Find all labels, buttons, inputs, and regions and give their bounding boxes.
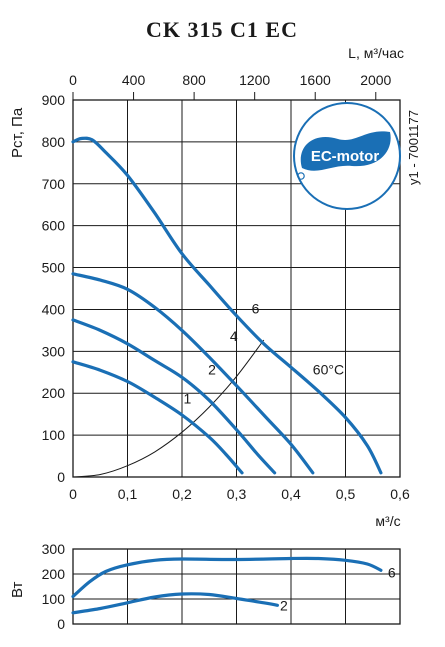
y-tick-label: 400 xyxy=(42,301,66,317)
power-series-label-2: 2 xyxy=(280,597,288,613)
power-y-tick-label: 300 xyxy=(42,541,66,557)
y-tick-label: 600 xyxy=(42,218,66,234)
top-tick-label: 800 xyxy=(182,72,206,88)
top-tick-label: 2000 xyxy=(360,72,391,88)
y-tick-label: 900 xyxy=(42,92,66,108)
x-tick-label: 0 xyxy=(69,486,77,502)
x-tick-label: 0,5 xyxy=(336,486,356,502)
y-tick-label: 700 xyxy=(42,176,66,192)
power-plot-frame xyxy=(72,548,401,625)
power-y-tick-label: 0 xyxy=(57,616,65,632)
chart-title: CK 315 C1 EC xyxy=(146,17,298,42)
power-series-line-2 xyxy=(71,592,279,615)
x-tick-label: 0,6 xyxy=(390,486,410,502)
main-chart: 0 0,1 0,2 0,3 0,4 0,5 0,6 0 100 200 300 400 500 600 70… xyxy=(9,72,410,529)
top-tick-label: 0 xyxy=(69,72,77,88)
series-line-2 xyxy=(71,318,277,475)
x-axis-label: м³/с xyxy=(375,513,400,529)
top-tick-label: 400 xyxy=(122,72,146,88)
x-tick-label: 0,1 xyxy=(118,486,138,502)
x-tick-label: 0,3 xyxy=(227,486,247,502)
y-axis-label: Pст, Па xyxy=(9,107,26,158)
top-tick-label: 1600 xyxy=(300,72,331,88)
logo-text: EC-motor xyxy=(311,148,379,165)
series-line-1 xyxy=(71,360,244,475)
system-curve xyxy=(72,339,265,478)
y-tick-label: 300 xyxy=(42,343,66,359)
x-tick-label: 0,2 xyxy=(172,486,192,502)
y-tick-label: 200 xyxy=(42,385,66,401)
ec-motor-logo: EC-motor xyxy=(293,102,401,210)
power-y-tick-label: 200 xyxy=(42,566,66,582)
y-tick-label: 0 xyxy=(57,469,65,485)
power-y-axis-label: Вт xyxy=(9,581,26,598)
series-label-4: 4 xyxy=(230,328,238,344)
power-chart: 0 100 200 300 Вт 6 2 xyxy=(9,541,401,632)
power-series-line-6 xyxy=(71,556,383,599)
power-series-label-6: 6 xyxy=(388,564,396,580)
y-tick-label: 800 xyxy=(42,134,66,150)
series-label-6: 6 xyxy=(252,301,260,317)
series-line-6 xyxy=(71,136,383,475)
series-label-2: 2 xyxy=(208,361,216,377)
y-tick-label: 500 xyxy=(42,260,66,276)
top-axis-label: L, м³/час xyxy=(348,45,404,61)
side-code-label: y1 - 7001177 xyxy=(406,110,421,185)
power-y-tick-label: 100 xyxy=(42,591,66,607)
y-tick-label: 100 xyxy=(42,427,66,443)
series-label-1: 1 xyxy=(184,391,192,407)
x-tick-label: 0,4 xyxy=(281,486,301,502)
temperature-annotation: 60°C xyxy=(313,361,344,377)
top-tick-label: 1200 xyxy=(239,72,270,88)
series-line-4 xyxy=(71,272,315,475)
plot-frame xyxy=(72,99,401,478)
